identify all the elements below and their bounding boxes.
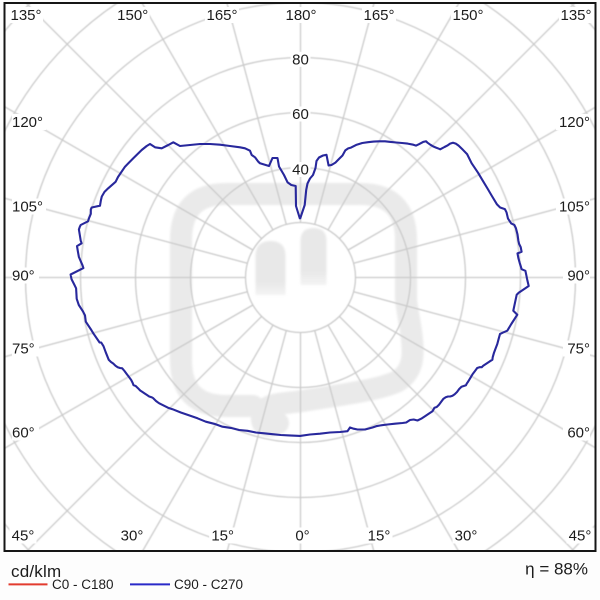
svg-text:180°: 180° — [285, 7, 316, 24]
svg-text:C90 - C270: C90 - C270 — [174, 577, 243, 592]
svg-text:90°: 90° — [567, 268, 590, 285]
svg-text:η = 88%: η = 88% — [525, 560, 588, 579]
svg-text:120°: 120° — [12, 114, 43, 131]
svg-text:105°: 105° — [559, 199, 590, 216]
svg-text:150°: 150° — [452, 7, 483, 24]
svg-text:0°: 0° — [295, 528, 309, 545]
svg-text:15°: 15° — [368, 528, 391, 545]
svg-text:135°: 135° — [10, 7, 41, 24]
svg-text:C0 - C180: C0 - C180 — [52, 577, 114, 592]
svg-text:150°: 150° — [117, 7, 148, 24]
svg-text:120°: 120° — [559, 114, 590, 131]
svg-text:15°: 15° — [211, 528, 234, 545]
svg-text:45°: 45° — [12, 528, 35, 545]
svg-text:90°: 90° — [12, 268, 35, 285]
svg-text:40: 40 — [292, 162, 309, 179]
svg-text:80: 80 — [292, 51, 309, 68]
svg-text:cd/klm: cd/klm — [11, 562, 61, 581]
svg-text:60°: 60° — [567, 425, 590, 442]
svg-text:60: 60 — [292, 106, 309, 123]
svg-text:75°: 75° — [567, 341, 590, 358]
svg-text:30°: 30° — [455, 528, 478, 545]
svg-text:75°: 75° — [12, 341, 35, 358]
svg-text:135°: 135° — [560, 7, 591, 24]
svg-text:105°: 105° — [12, 199, 43, 216]
svg-text:165°: 165° — [206, 7, 237, 24]
svg-text:60°: 60° — [12, 425, 35, 442]
svg-text:165°: 165° — [363, 7, 394, 24]
svg-text:30°: 30° — [121, 528, 144, 545]
svg-text:45°: 45° — [569, 528, 592, 545]
